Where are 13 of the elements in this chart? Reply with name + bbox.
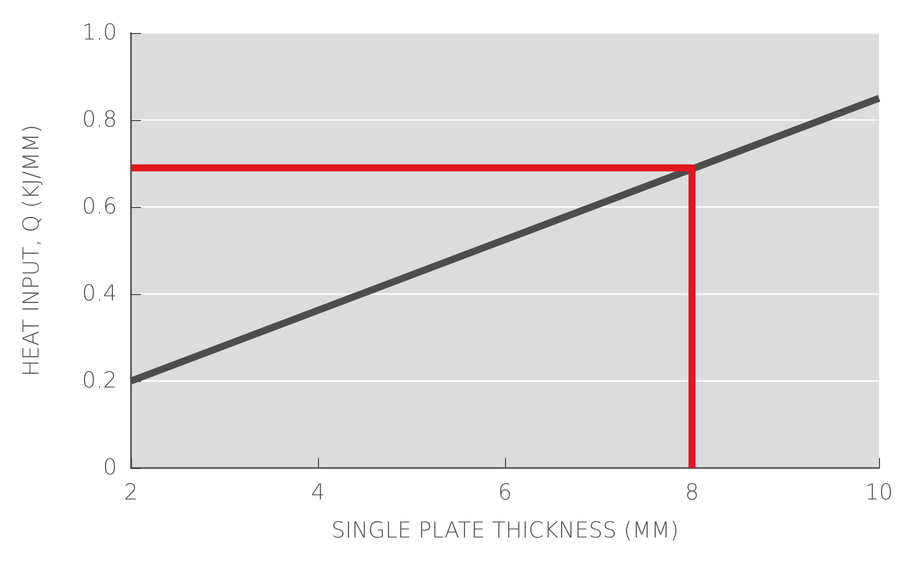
y-tick-label: 0.8	[82, 108, 117, 132]
y-tick-label: 0.6	[82, 194, 117, 220]
y-tick-label: 0	[103, 456, 117, 480]
x-axis-title: SINGLE PLATE THICKNESS (MM)	[331, 518, 679, 544]
x-tick-label: 6	[498, 480, 512, 506]
y-tick-label: 1.0	[82, 20, 117, 46]
x-tick-label: 4	[311, 480, 325, 506]
x-tick-label: 10	[865, 480, 893, 506]
y-tick-label: 0.4	[82, 282, 117, 306]
x-tick-label: 2	[124, 480, 138, 506]
y-tick-label: 0.2	[82, 368, 117, 394]
x-tick-label: 8	[685, 480, 699, 506]
y-axis-title: HEAT INPUT, Q (KJ/MM)	[20, 124, 44, 376]
